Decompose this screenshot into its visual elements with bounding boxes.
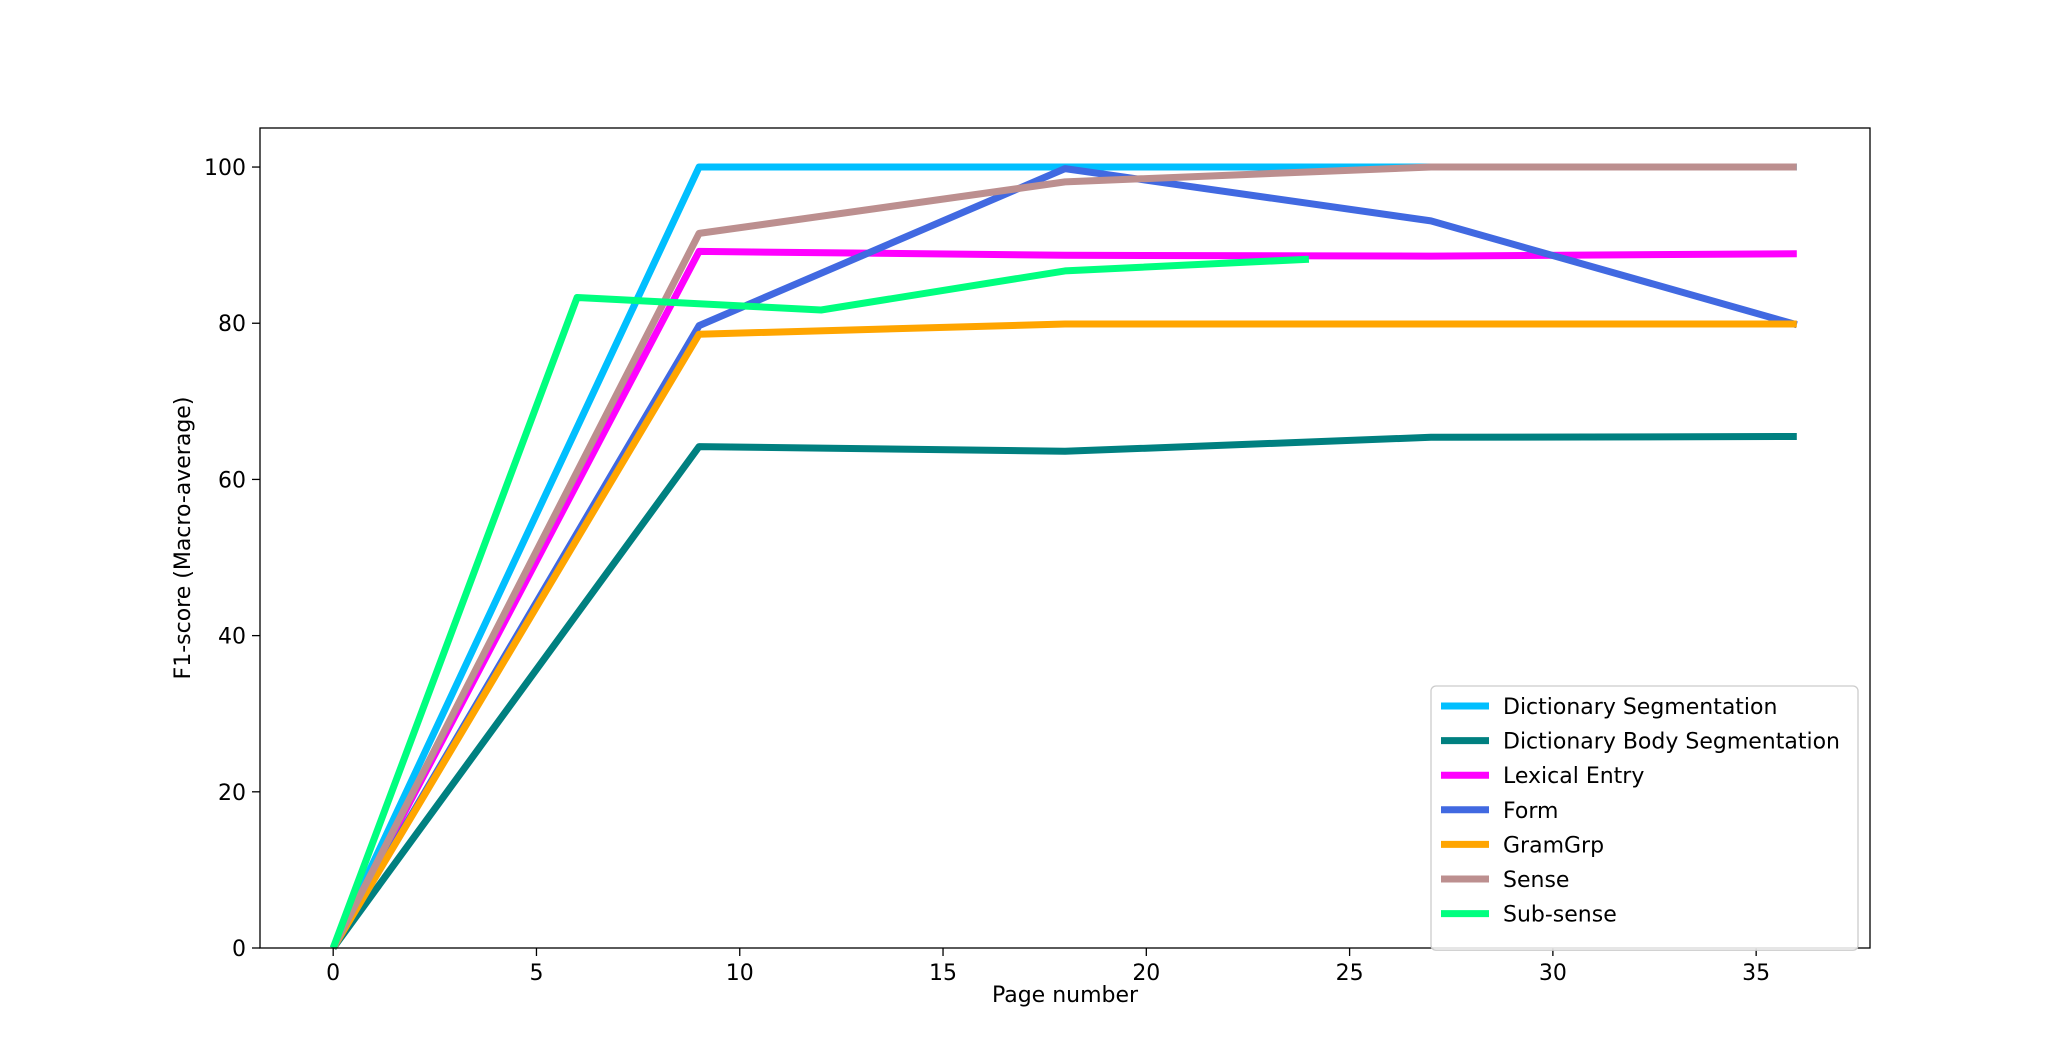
legend-label: Dictionary Segmentation (1503, 695, 1777, 720)
legend-label: Form (1503, 799, 1558, 824)
legend-label: GramGrp (1503, 833, 1604, 858)
plot-area-frame (259, 127, 1871, 949)
series-line-6 (330, 163, 1797, 950)
y-tick-label: 40 (218, 625, 246, 650)
x-tick-label: 25 (1336, 961, 1364, 986)
series-layer (329, 163, 1798, 951)
x-tick-label: 0 (326, 961, 340, 986)
x-tick-label: 10 (726, 961, 754, 986)
y-tick-label: 60 (218, 468, 246, 493)
y-axis: 0 20 40 60 80 100 (204, 156, 260, 962)
x-axis-title: Page number (992, 983, 1139, 1008)
y-axis-title: F1-score (Macro-average) (171, 397, 196, 680)
x-tick-label: 5 (529, 961, 543, 986)
legend: Dictionary Segmentation Dictionary Body S… (1430, 685, 1859, 951)
x-tick-label: 30 (1539, 961, 1567, 986)
series-line-7 (329, 255, 1310, 950)
x-axis: 0 5 10 15 20 25 30 35 (326, 948, 1770, 986)
series-line-2 (330, 433, 1797, 951)
legend-label: Sub-sense (1503, 903, 1617, 928)
x-tick-label: 35 (1742, 961, 1770, 986)
legend-box (1430, 685, 1859, 951)
y-tick-label: 20 (218, 781, 246, 806)
y-tick-label: 80 (218, 312, 246, 337)
y-tick-label: 0 (232, 937, 246, 962)
legend-label: Dictionary Body Segmentation (1503, 730, 1840, 755)
series-line-5 (330, 320, 1797, 950)
y-tick-label: 100 (204, 156, 246, 181)
legend-label: Sense (1503, 868, 1569, 893)
x-tick-label: 20 (1132, 961, 1160, 986)
legend-label: Lexical Entry (1503, 764, 1644, 789)
x-tick-label: 15 (929, 961, 957, 986)
